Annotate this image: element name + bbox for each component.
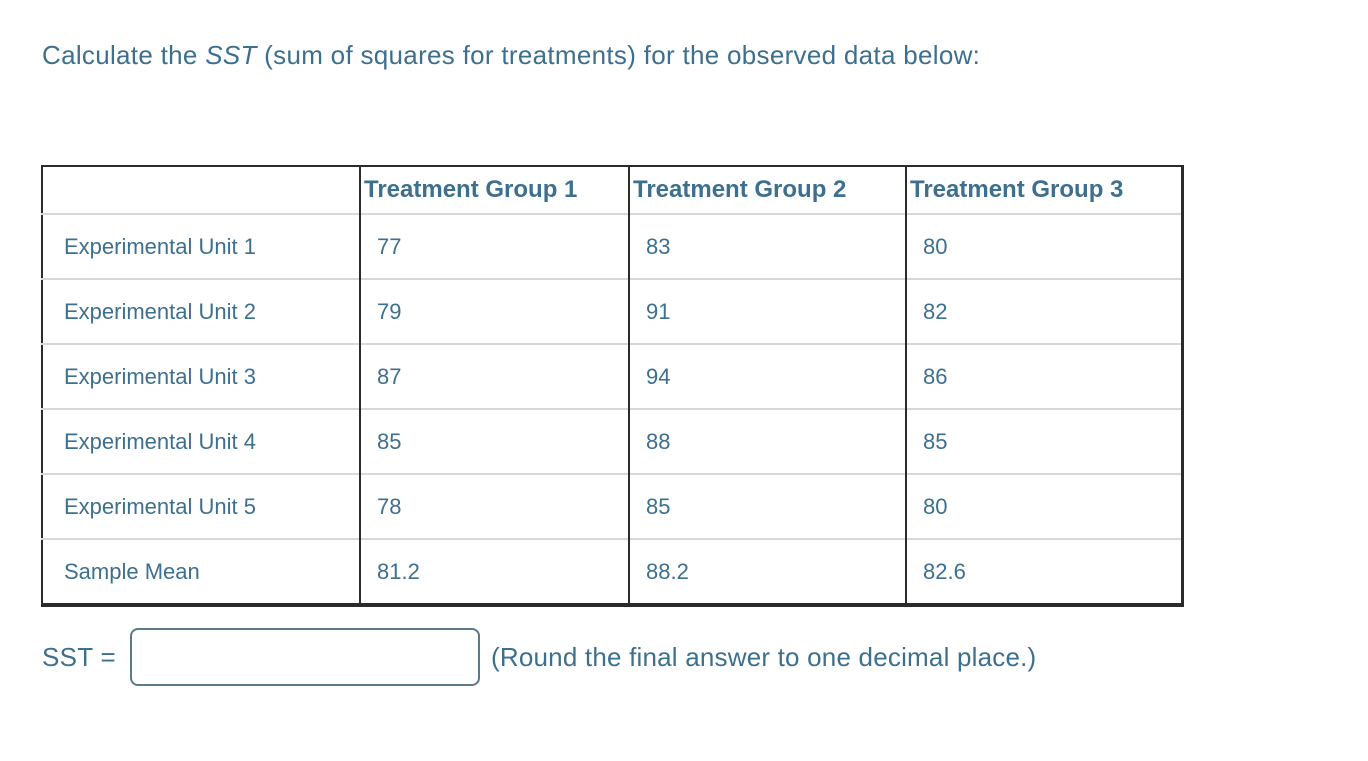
row-label: Experimental Unit 5 [42, 473, 360, 539]
rounding-instruction: (Round the final answer to one decimal p… [491, 641, 1037, 672]
header-cell-treatment-group-1: Treatment Group 1 [359, 166, 629, 214]
data-cell: 78 [359, 473, 629, 539]
table-row: Experimental Unit 3 87 94 86 [42, 343, 1182, 409]
data-cell: 88 [628, 408, 906, 474]
data-cell: 80 [905, 473, 1182, 539]
data-cell: 91 [628, 278, 906, 344]
row-label: Experimental Unit 4 [42, 408, 360, 474]
row-label: Sample Mean [42, 538, 360, 605]
table-header-row: Treatment Group 1 Treatment Group 2 Trea… [42, 166, 1182, 214]
data-cell: 80 [905, 213, 1182, 279]
table-row: Experimental Unit 4 85 88 85 [42, 408, 1182, 474]
data-cell: 85 [905, 408, 1182, 474]
data-cell: 85 [628, 473, 906, 539]
question-title-post: (sum of squares for treatments) for the … [256, 40, 981, 70]
row-label: Experimental Unit 2 [42, 278, 360, 344]
answer-row: SST = (Round the final answer to one dec… [42, 626, 1036, 688]
data-cell: 94 [628, 343, 906, 409]
row-label: Experimental Unit 1 [42, 213, 360, 279]
data-cell: 85 [359, 408, 629, 474]
table-row-sample-mean: Sample Mean 81.2 88.2 82.6 [42, 538, 1182, 605]
data-cell: 86 [905, 343, 1182, 409]
sst-equals-label: SST = [42, 641, 117, 672]
question-title-pre: Calculate the [42, 40, 206, 70]
data-cell: 87 [359, 343, 629, 409]
table-row: Experimental Unit 2 79 91 82 [42, 278, 1182, 344]
question-title: Calculate the SST (sum of squares for tr… [42, 40, 980, 71]
data-cell: 82.6 [905, 538, 1182, 605]
data-cell: 81.2 [359, 538, 629, 605]
data-cell: 88.2 [628, 538, 906, 605]
data-cell: 82 [905, 278, 1182, 344]
sst-answer-input[interactable] [130, 628, 481, 686]
data-cell: 79 [359, 278, 629, 344]
table-row: Experimental Unit 5 78 85 80 [42, 473, 1182, 539]
header-cell-empty [42, 166, 360, 214]
header-cell-treatment-group-2: Treatment Group 2 [628, 166, 906, 214]
header-cell-treatment-group-3: Treatment Group 3 [905, 166, 1182, 214]
data-cell: 77 [359, 213, 629, 279]
observed-data-table: Treatment Group 1 Treatment Group 2 Trea… [41, 165, 1184, 607]
question-title-sst-italic: SST [205, 40, 257, 70]
table-row: Experimental Unit 1 77 83 80 [42, 213, 1182, 279]
row-label: Experimental Unit 3 [42, 343, 360, 409]
data-cell: 83 [628, 213, 906, 279]
